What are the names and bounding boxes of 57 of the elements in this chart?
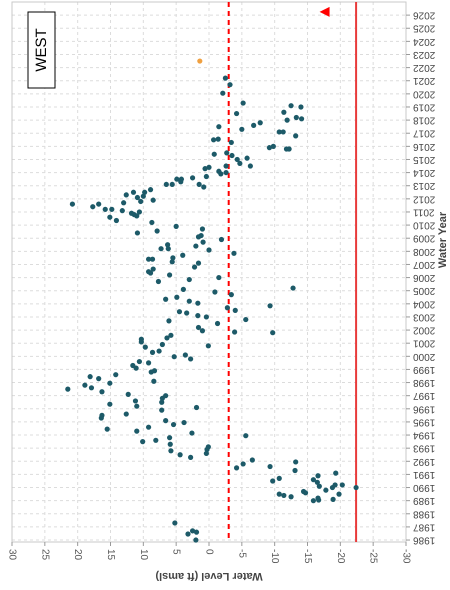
y-tick-label: 2017 xyxy=(412,128,436,139)
y-tick-label: 2000 xyxy=(412,350,436,362)
y-tick-label: 1990 xyxy=(412,482,436,494)
x-tick-label: -30 xyxy=(400,549,412,564)
y-tick-label: 2012 xyxy=(412,193,436,204)
y-tick-label: 1988 xyxy=(412,508,436,520)
text: WEST xyxy=(33,28,50,72)
y-tick-label: 2004 xyxy=(412,298,436,310)
y-tick-label: 1995 xyxy=(412,416,436,428)
x-axis-title: Water Level (ft amsl) xyxy=(155,570,263,582)
x-tick-label: 5 xyxy=(170,549,182,555)
y-tick-label: 1994 xyxy=(412,430,436,441)
y-tick-label: 2005 xyxy=(412,285,436,296)
y-tick-label: 2021 xyxy=(412,75,436,86)
x-tick-label: -5 xyxy=(236,549,248,558)
x-tick-label: 10 xyxy=(138,549,149,561)
y-tick-label: 1999 xyxy=(412,364,436,375)
y-tick-label: 2026 xyxy=(412,10,436,21)
x-tick-label: 25 xyxy=(39,549,50,561)
x-tick-label: -25 xyxy=(368,549,379,564)
y-tick-label: 2023 xyxy=(412,48,436,60)
y-tick-label: 1997 xyxy=(412,390,436,402)
x-tick-label: -20 xyxy=(334,549,346,564)
y-tick-label: 2009 xyxy=(412,232,436,244)
y-tick-label: 2018 xyxy=(412,114,436,126)
y-tick-label: 1996 xyxy=(412,403,436,414)
y-tick-label: 2001 xyxy=(412,338,436,349)
x-tick-label: -15 xyxy=(302,549,313,564)
x-tick-label: 20 xyxy=(72,549,84,561)
y-tick-label: 1991 xyxy=(412,468,436,480)
y-tick-label: 2014 xyxy=(412,167,436,178)
y-tick-label: 1986 xyxy=(412,534,436,546)
y-tick-label: 2008 xyxy=(412,246,436,257)
x-tick-label: 30 xyxy=(6,549,18,561)
y-tick-label: 2011 xyxy=(412,206,435,218)
y-tick-label: 2016 xyxy=(412,140,436,152)
x-tick-label: 0 xyxy=(204,549,214,555)
y-tick-label: 2007 xyxy=(412,258,436,270)
x-tick-label: 15 xyxy=(105,549,116,561)
y-tick-label: 2025 xyxy=(412,22,436,34)
y-tick-label: 2019 xyxy=(412,101,436,112)
y-tick-label: 2020 xyxy=(412,88,436,100)
y-tick-label: 2002 xyxy=(412,324,436,336)
y-tick-label: 1989 xyxy=(412,495,436,506)
y-tick-label: 1998 xyxy=(412,377,436,388)
y-tick-label: 1993 xyxy=(412,442,436,454)
y-tick-label: 2013 xyxy=(412,180,436,192)
y-tick-label: 2010 xyxy=(412,220,436,231)
y-tick-label: 1992 xyxy=(412,456,436,467)
x-tick-label: -10 xyxy=(269,549,280,564)
y-tick-label: 2022 xyxy=(412,62,436,74)
y-tick-label: 2015 xyxy=(412,154,436,165)
y-tick-label: 2006 xyxy=(412,272,436,284)
y-tick-label: 1987 xyxy=(412,521,436,532)
y-axis-title: Water Year xyxy=(437,211,449,268)
y-tick-label: 2003 xyxy=(412,311,436,322)
y-tick-label: 2024 xyxy=(412,36,436,47)
